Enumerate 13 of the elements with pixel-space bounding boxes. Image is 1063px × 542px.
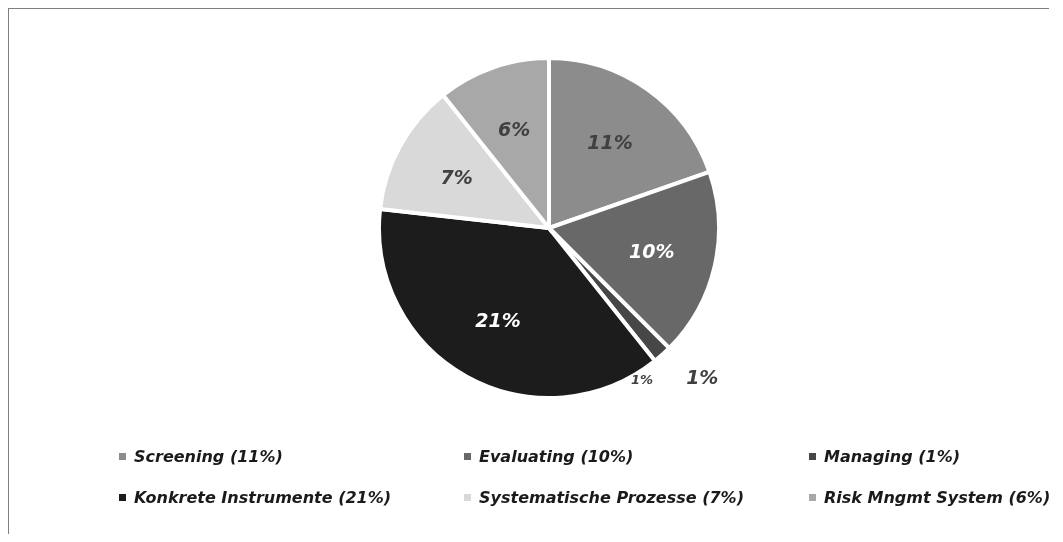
data-label: 21%: [475, 309, 521, 332]
data-label: 10%: [629, 240, 675, 263]
legend-label: Evaluating (10%): [479, 447, 634, 466]
data-label: 6%: [498, 117, 531, 140]
legend-label: Risk Mngmt System (6%): [824, 488, 1051, 507]
legend-label: Konkrete Instrumente (21%): [134, 488, 392, 507]
legend-label: Systematische Prozesse (7%): [479, 488, 744, 507]
legend-label: Screening (11%): [134, 447, 283, 466]
data-label: 1%: [686, 366, 719, 389]
data-label: 7%: [440, 166, 473, 189]
data-label: 11%: [587, 131, 633, 154]
legend-label: Managing (1%): [824, 447, 961, 466]
text: 1%: [631, 372, 654, 387]
